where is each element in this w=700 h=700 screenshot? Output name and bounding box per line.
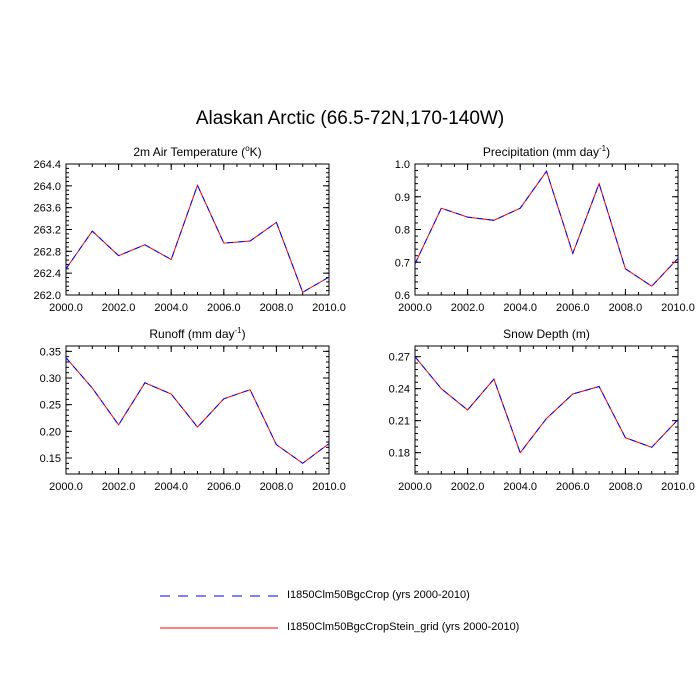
x-tick-label: 2004.0 <box>154 302 188 314</box>
series-line-stein <box>414 356 679 454</box>
plot-frame <box>65 345 330 475</box>
series-line-crop <box>65 183 330 294</box>
panel-title: Snow Depth (m) <box>503 327 590 341</box>
x-tick-label: 2010.0 <box>312 302 346 314</box>
series-line-stein <box>65 357 330 464</box>
x-tick-label: 2002.0 <box>102 481 136 493</box>
y-tick-label: 0.20 <box>40 426 61 438</box>
x-tick-label: 2006.0 <box>207 481 241 493</box>
x-tick-label: 2006.0 <box>556 481 590 493</box>
x-tick-label: 2006.0 <box>207 302 241 314</box>
y-tick-label: 0.25 <box>40 400 61 412</box>
panel-title-text: Snow Depth (m) <box>503 327 590 341</box>
series-line-crop <box>414 356 679 454</box>
x-tick-label: 2006.0 <box>556 302 590 314</box>
panel-title-text: 2m Air Temperature ( <box>133 145 245 159</box>
x-tick-label: 2002.0 <box>451 302 485 314</box>
x-tick-label: 2010.0 <box>661 302 695 314</box>
y-tick-label: 0.8 <box>395 225 410 237</box>
x-tick-label: 2010.0 <box>312 481 346 493</box>
x-tick-label: 2002.0 <box>102 302 136 314</box>
panel-title-tail: K) <box>250 145 262 159</box>
panel-title-text: Runoff (mm day <box>149 327 234 341</box>
panel-4: Snow Depth (m) 2000.0 2002.0 2004.0 2006.0 20… <box>389 327 695 493</box>
chart-title: Alaskan Arctic (66.5-72N,170-140W) <box>195 108 505 129</box>
x-tick-label: 2004.0 <box>154 481 188 493</box>
panel-title-tail: ) <box>242 327 246 341</box>
x-tick-label: 2008.0 <box>260 302 294 314</box>
y-tick-label: 0.24 <box>389 384 410 396</box>
y-tick-label: 0.15 <box>40 453 61 465</box>
x-tick-label: 2004.0 <box>503 481 537 493</box>
series-line-stein <box>414 170 679 287</box>
y-tick-label: 262.8 <box>33 246 61 258</box>
y-tick-label: 0.35 <box>40 346 61 358</box>
x-tick-label: 2004.0 <box>503 302 537 314</box>
plot-frame <box>414 163 679 296</box>
y-tick-label: 263.6 <box>33 203 61 215</box>
series-line-crop <box>414 170 679 287</box>
x-tick-label: 2010.0 <box>661 481 695 493</box>
x-tick-label: 2008.0 <box>609 302 643 314</box>
panel-title-text: Precipitation (mm day <box>483 145 599 159</box>
y-tick-label: 0.6 <box>395 290 410 302</box>
series-line-crop <box>65 357 330 464</box>
panel-2: Precipitation (mm day-1) 2000.0 2002.0 2004… <box>395 144 695 314</box>
x-tick-label: 2008.0 <box>609 481 643 493</box>
y-tick-label: 0.30 <box>40 373 61 385</box>
y-tick-label: 263.2 <box>33 225 61 237</box>
x-tick-label: 2000.0 <box>398 481 432 493</box>
y-tick-label: 262.4 <box>33 268 61 280</box>
x-tick-label: 2008.0 <box>260 481 294 493</box>
panel-title: Runoff (mm day-1) <box>149 326 245 341</box>
x-tick-label: 2000.0 <box>398 302 432 314</box>
x-tick-label: 2002.0 <box>451 481 485 493</box>
x-tick-label: 2000.0 <box>49 302 83 314</box>
plot-frame <box>65 163 330 296</box>
panel-title-superscript: o <box>245 144 250 153</box>
y-tick-label: 0.27 <box>389 352 410 364</box>
panel-3: Runoff (mm day-1) 2000.0 2002.0 2004.0 2006.… <box>40 326 346 493</box>
panel-title-superscript: -1 <box>235 326 243 335</box>
panel-title-tail: ) <box>606 145 610 159</box>
y-tick-label: 0.21 <box>389 416 410 428</box>
panel-title: Precipitation (mm day-1) <box>483 144 610 159</box>
y-tick-label: 264.0 <box>33 181 61 193</box>
panel-title-superscript: -1 <box>599 144 607 153</box>
x-tick-label: 2000.0 <box>49 481 83 493</box>
y-tick-label: 0.7 <box>395 257 410 269</box>
y-tick-label: 262.0 <box>33 290 61 302</box>
panel-1: 2m Air Temperature (oK) 2000.0 2002.0 2004.… <box>33 144 345 314</box>
y-tick-label: 0.18 <box>389 448 410 460</box>
y-tick-label: 1.0 <box>395 159 410 171</box>
plot-frame <box>414 345 679 475</box>
panel-title: 2m Air Temperature (oK) <box>133 144 261 159</box>
series-line-stein <box>65 183 330 294</box>
y-tick-label: 264.4 <box>33 159 61 171</box>
y-tick-label: 0.9 <box>395 192 410 204</box>
